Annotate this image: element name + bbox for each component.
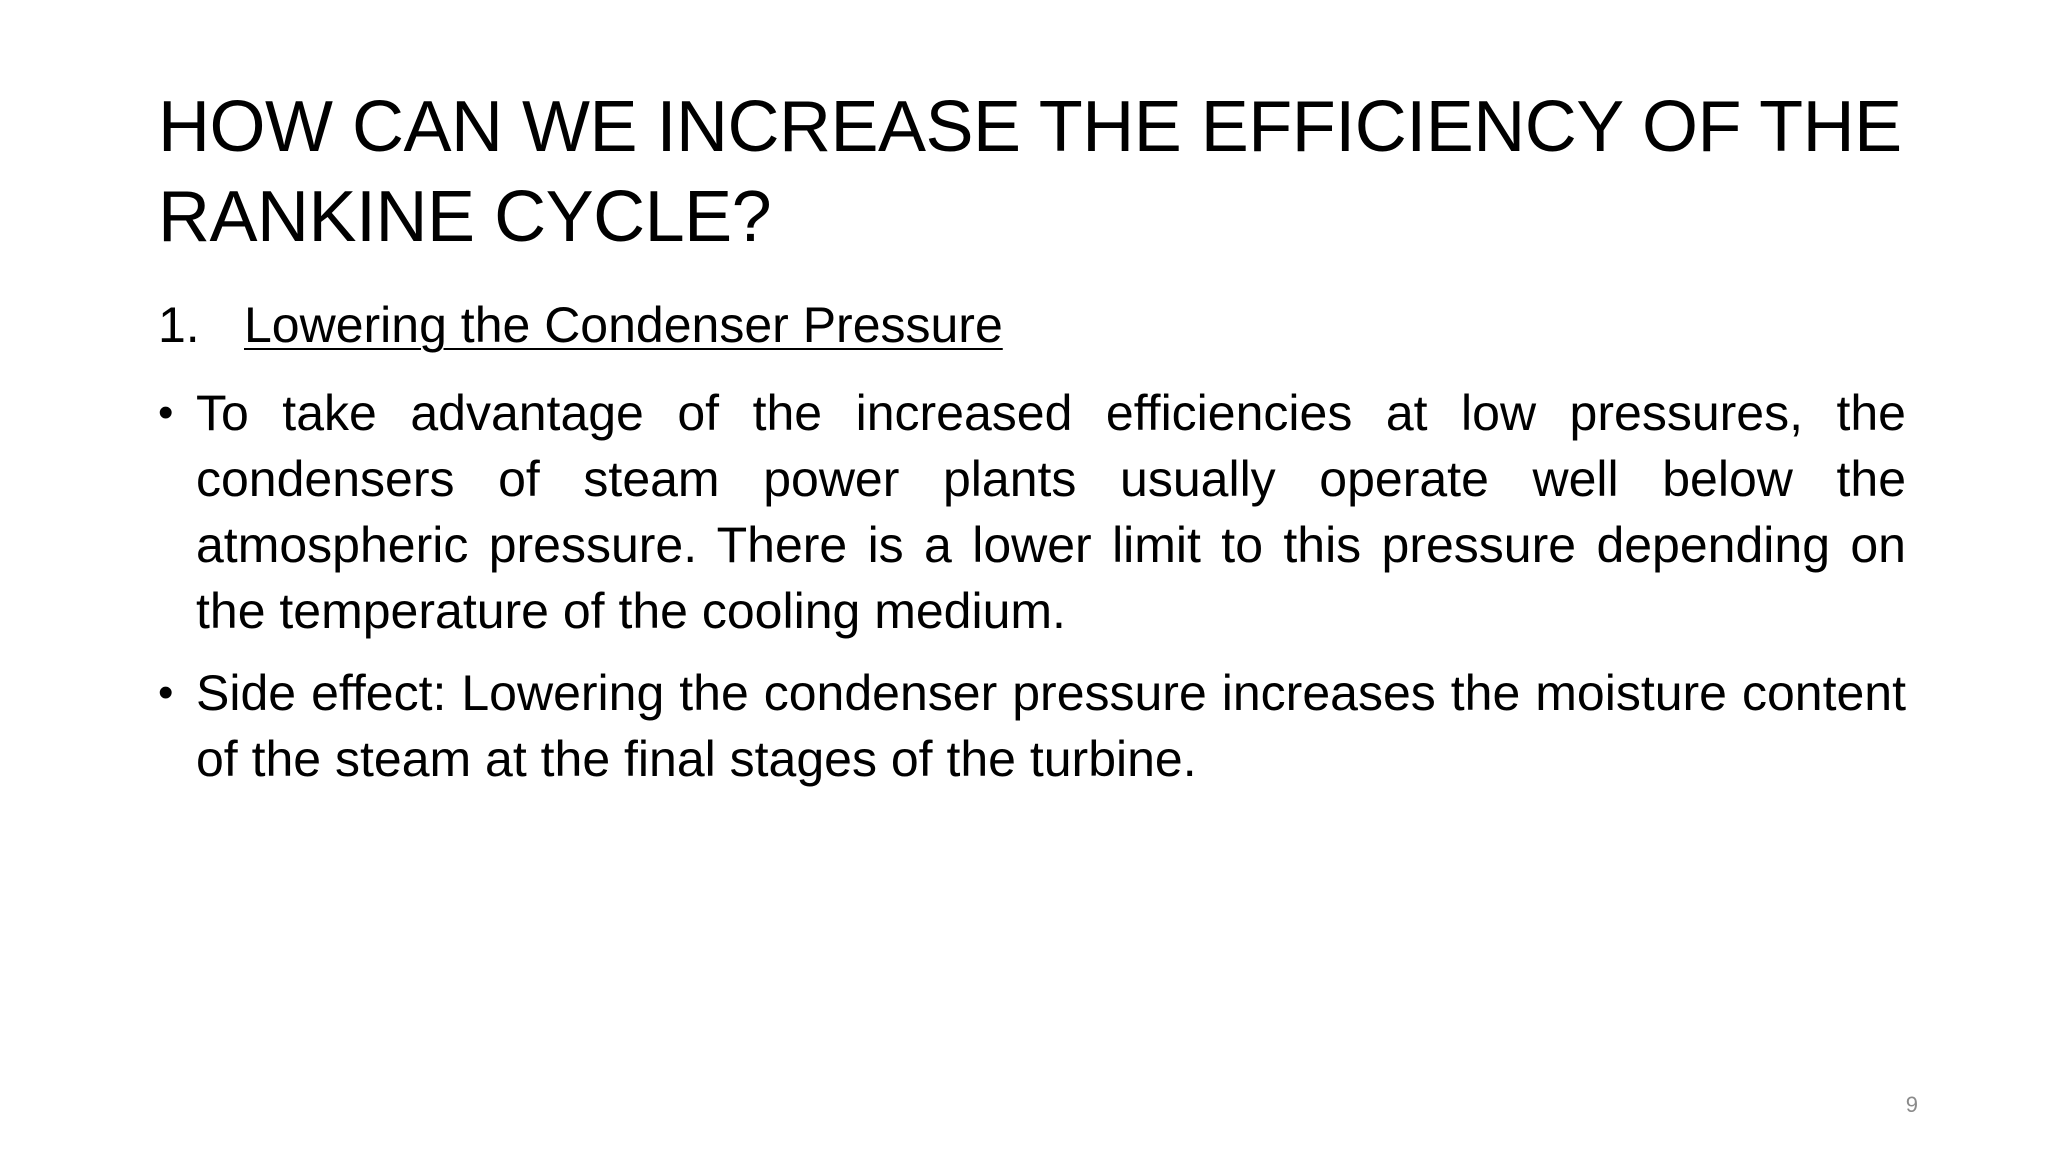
subheading: 1. Lowering the Condenser Pressure — [158, 292, 1918, 358]
bullet-list: • To take advantage of the increased eff… — [158, 380, 1906, 808]
bullet-item: • To take advantage of the increased eff… — [158, 380, 1906, 644]
page-number: 9 — [1905, 1092, 1918, 1117]
subheading-text: Lowering the Condenser Pressure — [244, 297, 1003, 353]
bullet-marker: • — [158, 388, 174, 437]
bullet-text: To take advantage of the increased effic… — [196, 385, 1906, 639]
bullet-item: • Side effect: Lowering the condenser pr… — [158, 660, 1906, 792]
bullet-text: Side effect: Lowering the condenser pres… — [196, 665, 1906, 787]
subheading-number: 1. — [158, 297, 200, 353]
slide-title: HOW CAN WE INCREASE THE EFFICIENCY OF TH… — [158, 87, 1902, 257]
bullet-marker: • — [158, 668, 174, 717]
